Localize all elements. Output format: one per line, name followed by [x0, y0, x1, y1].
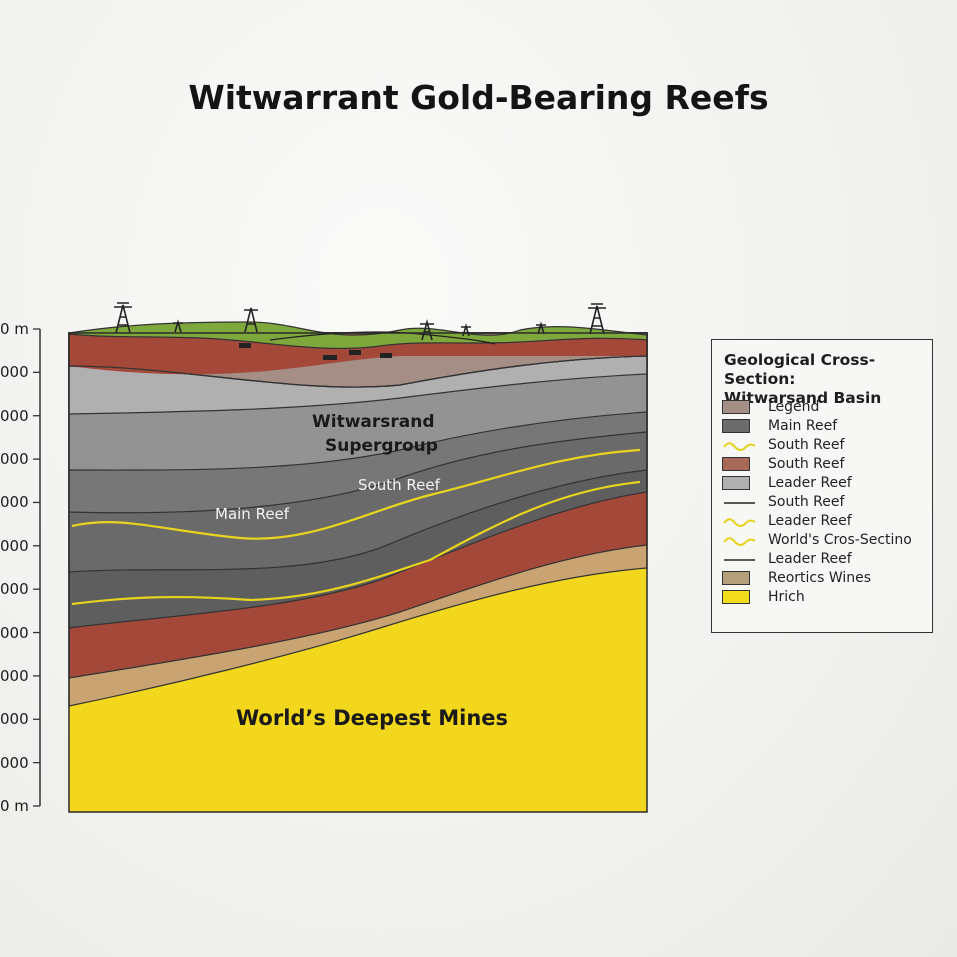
legend-item-label: Reortics Wines — [768, 570, 872, 586]
depth-axis-ticks — [33, 328, 40, 807]
legend-swatch — [722, 590, 750, 604]
depth-tick-label: 000 — [0, 623, 29, 642]
depth-tick-label: 000 — [0, 493, 29, 512]
supergroup-label-line2: Supergroup — [325, 436, 438, 456]
legend-item: South Reef — [722, 455, 927, 473]
legend-item-label: Leader Reef — [768, 475, 852, 491]
depth-tick-label: 000 — [0, 536, 29, 555]
legend-line-symbol — [722, 495, 756, 509]
depth-tick-label: 0 m — [0, 320, 29, 338]
legend-item-label: South Reef — [768, 494, 845, 510]
legend-title-line2: Witwarsand Basin — [724, 389, 882, 407]
south-reef-label: South Reef — [358, 476, 440, 494]
legend-line-symbol — [722, 552, 756, 566]
legend-title-line1: Geological Cross-Section: — [724, 351, 876, 388]
legend-title: Geological Cross-Section: Witwarsand Bas… — [724, 351, 929, 408]
legend-wave-symbol — [722, 514, 756, 528]
supergroup-label-line1: Witwarsrand — [312, 412, 435, 432]
legend-item-label: Leader Reef — [768, 551, 852, 567]
legend-item: Leader Reef — [722, 474, 927, 492]
main-reef-line — [71, 448, 641, 540]
legend-item: South Reef — [722, 493, 927, 511]
legend-item: Main Reef — [722, 417, 927, 435]
legend-box: Geological Cross-Section: Witwarsand Bas… — [711, 339, 933, 633]
legend-item: South Reef — [722, 436, 927, 454]
legend-item-label: Hrich — [768, 589, 805, 605]
legend-item-label: Main Reef — [768, 418, 838, 434]
legend-item: Leader Reef — [722, 550, 927, 568]
legend-item: Reortics Wines — [722, 569, 927, 587]
legend-item: Hrich — [722, 588, 927, 606]
legend-swatch — [722, 476, 750, 490]
diagram-frame — [68, 332, 648, 813]
depth-tick-label: 000 — [0, 363, 29, 382]
legend-wave-symbol — [722, 438, 756, 452]
depth-tick-label: 000 — [0, 753, 29, 772]
legend-wave-symbol — [722, 533, 756, 547]
legend-item-label: Legend — [768, 399, 820, 415]
legend-item: Leader Reef — [722, 512, 927, 530]
legend-item: Legend — [722, 398, 927, 416]
legend-item-label: Leader Reef — [768, 513, 852, 529]
legend-item-label: World's Cros-Sectino — [768, 532, 912, 548]
south-reef-line — [71, 480, 641, 606]
depth-tick-label: 000 — [0, 450, 29, 469]
depth-tick-label: 000 — [0, 666, 29, 685]
deepest-mines-label: World’s Deepest Mines — [236, 706, 509, 730]
depth-tick-label: 000 — [0, 406, 29, 425]
legend-swatch — [722, 400, 750, 414]
legend-item-label: South Reef — [768, 456, 845, 472]
depth-tick-label: 0 m — [0, 797, 29, 815]
legend-swatch — [722, 419, 750, 433]
main-reef-label: Main Reef — [215, 505, 290, 523]
legend-swatch — [722, 457, 750, 471]
legend-item-label: South Reef — [768, 437, 845, 453]
depth-tick-label: 000 — [0, 710, 29, 729]
mine-building-icons — [239, 343, 392, 360]
diagram-title: Witwarrant Gold-Bearing Reefs — [188, 78, 769, 117]
depth-tick-label: 000 — [0, 580, 29, 599]
legend-item: World's Cros-Sectino — [722, 531, 927, 549]
legend-swatch — [722, 571, 750, 585]
